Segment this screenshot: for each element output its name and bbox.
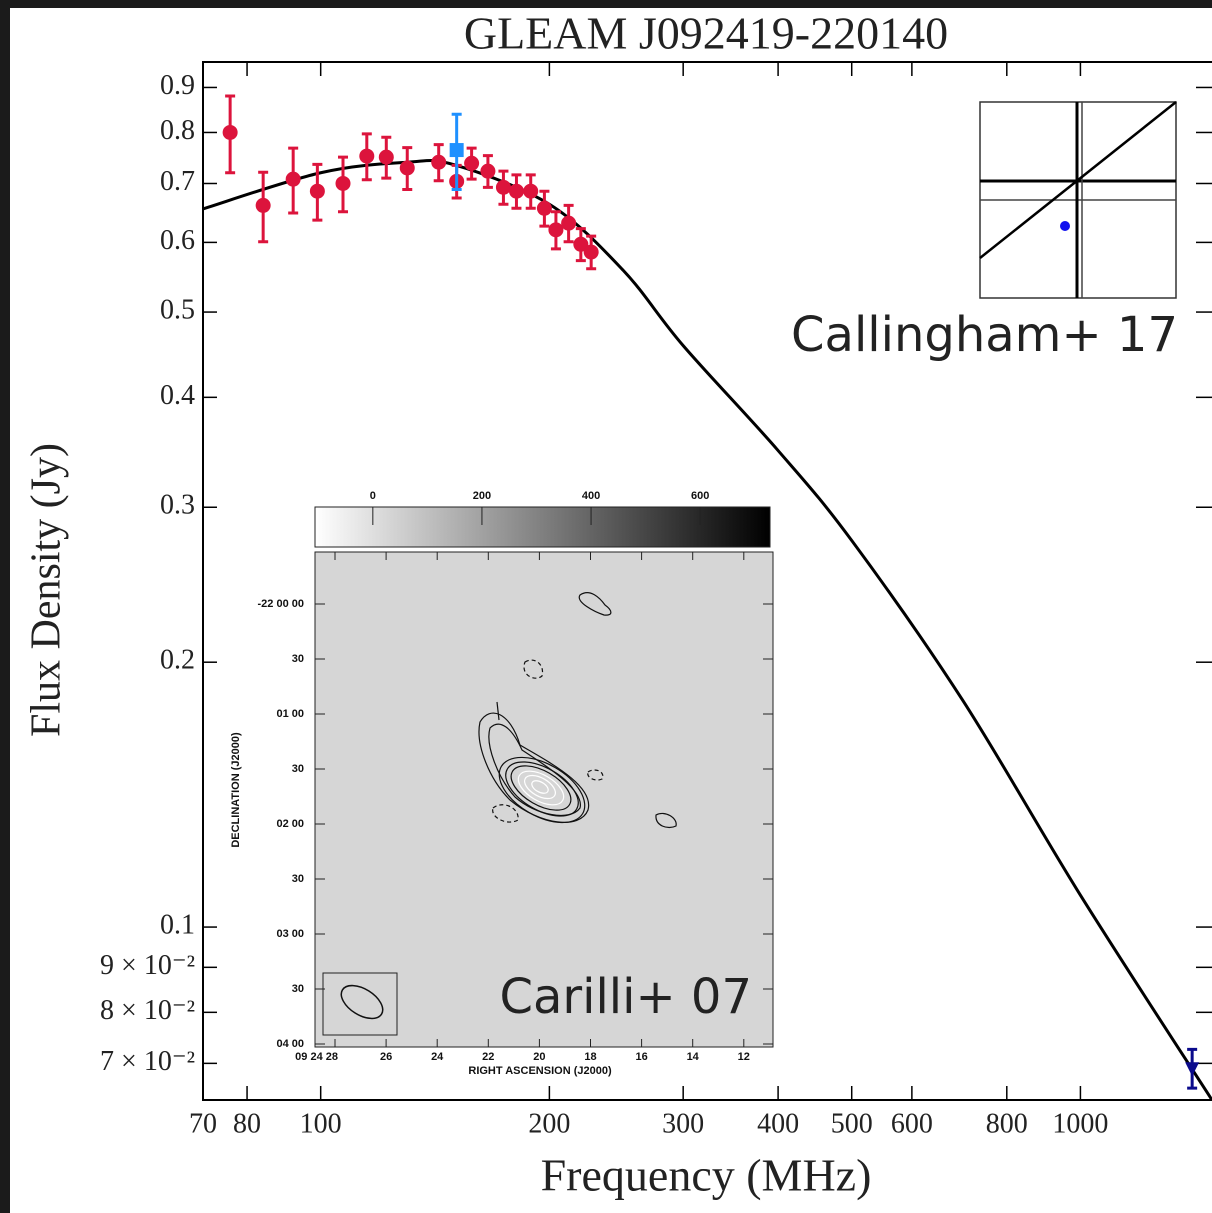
dec-tick-label: 01 00 (276, 708, 304, 720)
colorbar (315, 507, 770, 547)
y-tick-label: 0.1 (160, 909, 195, 940)
point (561, 216, 576, 231)
y-tick-label: 0.6 (160, 225, 195, 256)
point (379, 150, 394, 165)
x-tick-label: 100 (300, 1108, 342, 1139)
y-tick-label: 0.7 (160, 166, 195, 197)
y-tick-label: 9 × 10⁻² (100, 950, 195, 981)
x-tick-label: 500 (831, 1108, 873, 1139)
dec-tick-label: 02 00 (276, 818, 304, 830)
point (480, 164, 495, 179)
x-tick-label: 800 (986, 1108, 1028, 1139)
y-tick-label: 0.2 (160, 645, 195, 676)
point (256, 198, 271, 213)
y-tick-label: 0.3 (160, 490, 195, 521)
y-tick-label: 7 × 10⁻² (100, 1046, 195, 1077)
y-tick-label: 0.8 (160, 115, 195, 146)
x-axis-label: Frequency (MHz) (541, 1150, 872, 1201)
figure: GLEAM J092419-220140 Frequency (MHz) Flu… (0, 0, 1212, 1213)
x-tick-label: 600 (891, 1108, 933, 1139)
carilli-inset (315, 507, 773, 1047)
point (464, 156, 479, 171)
dec-tick-label: 30 (292, 983, 304, 995)
annotation: Carilli+ 07 (499, 969, 752, 1025)
ra-tick-label: 16 (635, 1051, 647, 1063)
colorbar-tick-label: 400 (582, 490, 600, 502)
x-tick-label: 1000 (1052, 1108, 1108, 1139)
callingham-inset (980, 102, 1176, 298)
dec-tick-label: 30 (292, 763, 304, 775)
colorbar-tick-label: 600 (691, 490, 709, 502)
point (496, 180, 511, 195)
inset-x-label: RIGHT ASCENSION (J2000) (468, 1065, 612, 1077)
inset-y-label: DECLINATION (J2000) (230, 732, 242, 848)
ra-tick-label: 14 (687, 1051, 700, 1063)
point (523, 184, 538, 199)
ra-tick-label: 12 (738, 1051, 750, 1063)
y-tick-label: 0.4 (160, 380, 195, 411)
dec-tick-label: 30 (292, 653, 304, 665)
dec-tick-label: -22 00 00 (258, 598, 304, 610)
ra-tick-label: 24 (431, 1051, 444, 1063)
point (336, 176, 351, 191)
ra-tick-label: 09 24 28 (295, 1051, 338, 1063)
dec-tick-label: 30 (292, 873, 304, 885)
colorbar-tick-label: 200 (473, 490, 491, 502)
ra-tick-label: 18 (584, 1051, 596, 1063)
y-axis-label: Flux Density (Jy) (24, 443, 70, 737)
dec-tick-label: 03 00 (276, 928, 304, 940)
y-tick-label: 8 × 10⁻² (100, 995, 195, 1026)
dec-tick-label: 04 00 (276, 1038, 304, 1050)
point (286, 172, 301, 187)
colorbar-tick-label: 0 (370, 490, 376, 502)
ra-tick-label: 22 (482, 1051, 494, 1063)
point (584, 245, 599, 260)
point (400, 160, 415, 175)
chart-title: GLEAM J092419-220140 (464, 8, 948, 59)
annotation: Callingham+ 17 (791, 307, 1178, 363)
inset-point (1060, 221, 1070, 231)
x-tick-label: 200 (528, 1108, 570, 1139)
point (509, 184, 524, 199)
x-tick-label: 300 (662, 1108, 704, 1139)
point (310, 184, 325, 199)
y-tick-label: 0.9 (160, 70, 195, 101)
point (223, 125, 238, 140)
x-tick-label: 400 (757, 1108, 799, 1139)
point (431, 155, 446, 170)
x-tick-label: 70 (189, 1108, 217, 1139)
ra-tick-label: 20 (533, 1051, 545, 1063)
x-tick-label: 80 (233, 1108, 261, 1139)
ra-tick-label: 26 (380, 1051, 392, 1063)
point (537, 201, 552, 216)
point (450, 143, 464, 157)
point (548, 222, 563, 237)
y-tick-label: 0.5 (160, 294, 195, 325)
point (359, 149, 374, 164)
